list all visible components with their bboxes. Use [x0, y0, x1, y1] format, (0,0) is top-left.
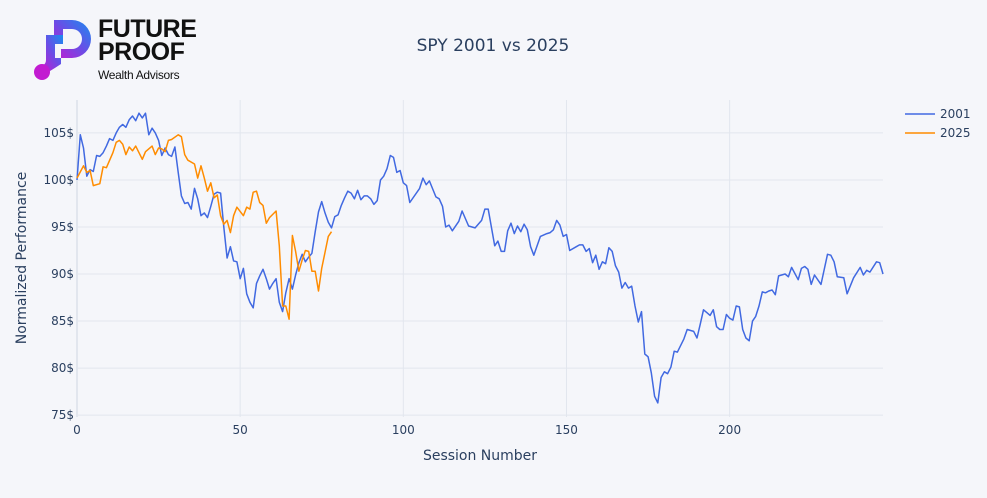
y-tick-label: 95$ — [51, 220, 74, 234]
logo-line1: FUTURE — [98, 15, 197, 43]
x-tick-label: 150 — [555, 423, 578, 437]
logo-tagline: Wealth Advisors — [98, 68, 180, 82]
y-tick-label: 85$ — [51, 314, 74, 328]
chart-title: SPY 2001 vs 2025 — [417, 36, 570, 56]
x-tick-label: 50 — [233, 423, 248, 437]
x-tick-label: 0 — [73, 423, 81, 437]
axis-ticks: 0 50 100 150 200 75$ 80$ 85$ 90$ 95$ 100$ 105$ — [43, 126, 741, 437]
legend-label-2001: 2001 — [940, 107, 971, 121]
plot-lines — [76, 112, 884, 404]
grid — [76, 100, 883, 417]
y-tick-label: 100$ — [43, 173, 74, 187]
x-axis-title: Session Number — [423, 448, 537, 464]
future-proof-logo: FUTURE PROOF Wealth Advisors — [28, 16, 218, 86]
logo-mark-icon — [34, 20, 91, 80]
y-tick-label: 90$ — [51, 267, 74, 281]
series-line-2001 — [76, 112, 884, 404]
legend[interactable]: 2001 2025 — [905, 107, 971, 140]
y-tick-label: 105$ — [43, 126, 74, 140]
y-tick-label: 75$ — [51, 408, 74, 422]
x-tick-label: 100 — [392, 423, 415, 437]
legend-label-2025: 2025 — [940, 126, 971, 140]
y-axis-title: Normalized Performance — [14, 172, 30, 345]
series-line-2025 — [76, 134, 333, 320]
x-tick-label: 200 — [718, 423, 741, 437]
logo-line2: PROOF — [98, 38, 185, 66]
y-tick-label: 80$ — [51, 361, 74, 375]
